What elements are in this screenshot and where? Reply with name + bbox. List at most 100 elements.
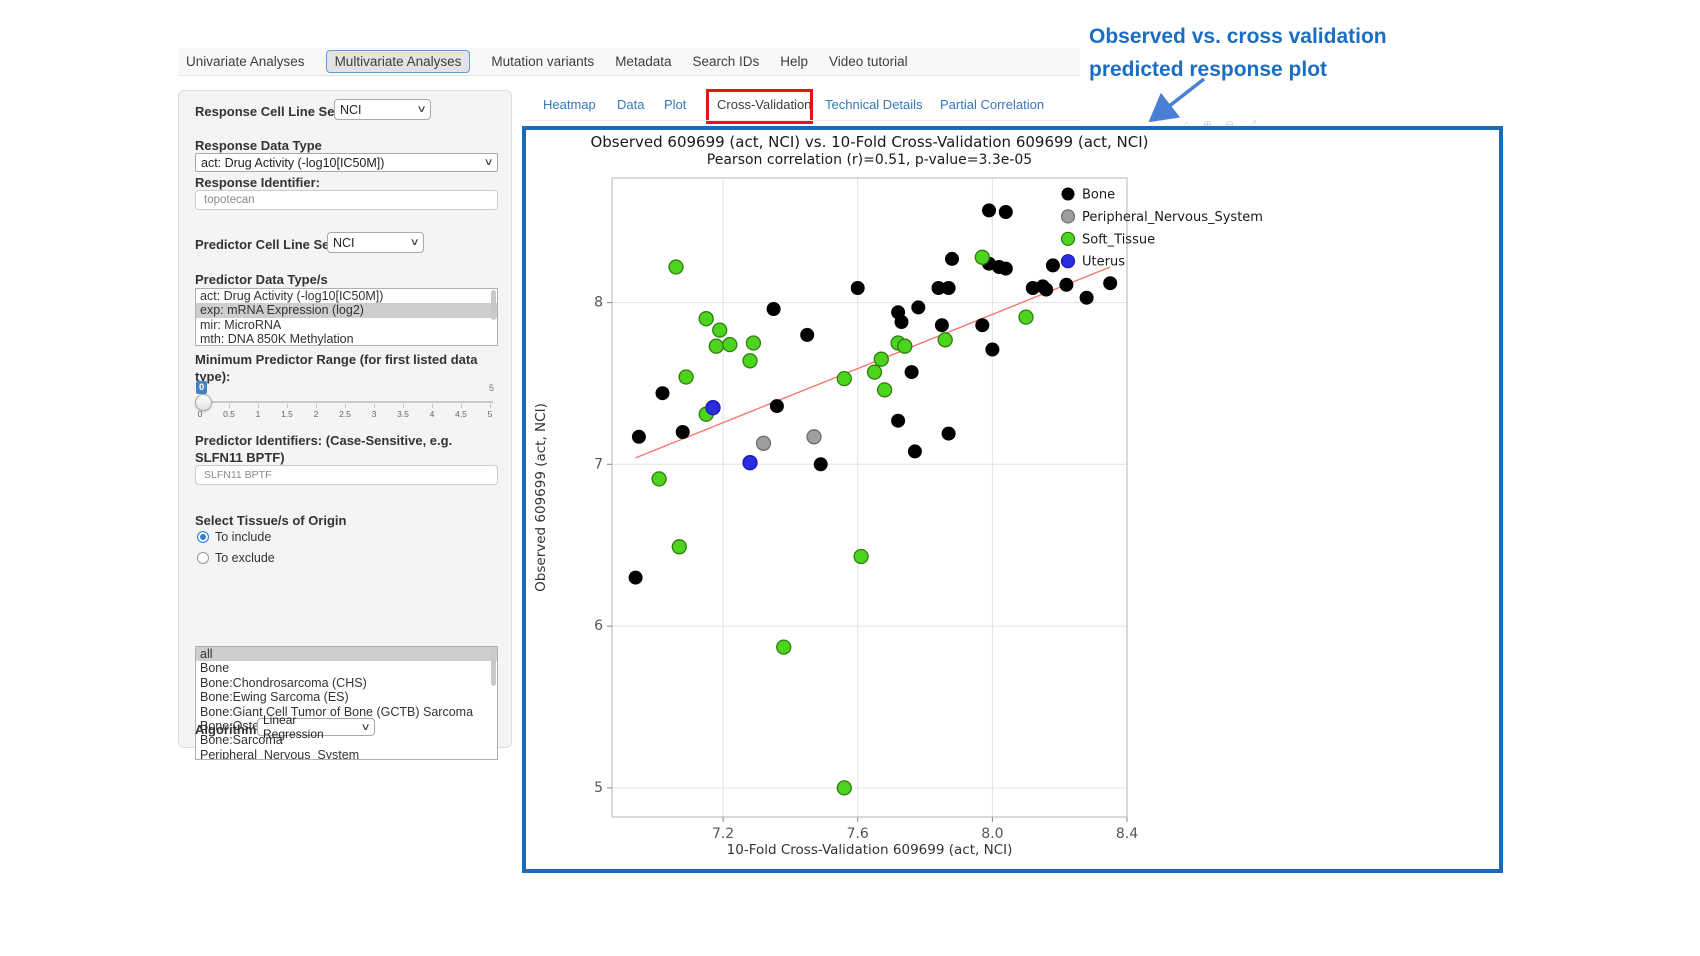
- legend-item-Peripheral_Nervous_System[interactable]: Peripheral_Nervous_System: [1060, 209, 1263, 225]
- data-point-Soft_Tissue: [853, 548, 869, 565]
- data-point-Bone: [1039, 282, 1054, 297]
- data-point-Soft_Tissue: [876, 382, 893, 398]
- scrollbar-thumb[interactable]: [491, 648, 496, 686]
- slider-tick-label: 2.5: [339, 409, 351, 419]
- legend-item-Soft_Tissue[interactable]: Soft_Tissue: [1060, 231, 1156, 247]
- data-point-Soft_Tissue: [866, 364, 883, 380]
- subtab-partial-correlation[interactable]: Partial Correlation: [940, 97, 1045, 112]
- legend-item-Bone[interactable]: Bone: [1061, 187, 1116, 203]
- nav-tab-multivariate-analyses[interactable]: Multivariate Analyses: [325, 50, 471, 73]
- legend-label: Uterus: [1082, 255, 1125, 270]
- data-point-Bone: [675, 425, 690, 439]
- data-point-Bone: [894, 315, 909, 329]
- data-point-Bone: [769, 399, 784, 414]
- response-cell-line-set-select[interactable]: NCI ∨: [334, 99, 431, 120]
- data-point-Bone: [891, 413, 906, 428]
- slider-tick-label: 1: [255, 409, 261, 419]
- tissue-origin-label: Select Tissue/s of Origin: [195, 513, 347, 528]
- algorithm-label: Algorithm: [195, 722, 257, 737]
- plotly-modebar-icons[interactable]: ⌂ ⊕ ⊖ ⤢: [1183, 119, 1262, 127]
- radio-button-icon: [197, 531, 209, 543]
- data-point-Bone: [1079, 290, 1094, 305]
- response-cell-line-set-label: Response Cell Line Set: [195, 104, 339, 119]
- slider-tick-mark: [258, 404, 259, 408]
- listbox-option[interactable]: Bone:Chondrosarcoma (CHS): [200, 675, 367, 690]
- data-point-Soft_Tissue: [698, 311, 714, 327]
- data-point-Bone: [766, 302, 781, 316]
- plot-border: [611, 177, 1128, 818]
- data-point-Bone: [1045, 258, 1060, 273]
- min-predictor-range-label: Minimum Predictor Range (for first liste…: [195, 352, 478, 384]
- nav-tab-mutation-variants[interactable]: Mutation variants: [491, 54, 595, 69]
- response-identifier-input[interactable]: topotecan: [195, 190, 498, 210]
- min-predictor-range-slider-handle[interactable]: [195, 394, 212, 411]
- slider-tick-mark: [403, 404, 404, 408]
- y-tick-label: 8: [594, 295, 603, 311]
- nav-tab-video-tutorial[interactable]: Video tutorial: [829, 54, 908, 69]
- data-point-Soft_Tissue: [836, 780, 852, 796]
- data-point-Bone: [904, 365, 919, 380]
- nav-tab-search-ids[interactable]: Search IDs: [692, 54, 760, 69]
- subtab-data[interactable]: Data: [617, 97, 645, 112]
- listbox-option[interactable]: Peripheral_Nervous_System: [200, 747, 360, 760]
- listbox-option[interactable]: Bone:Sarcoma: [200, 733, 283, 748]
- listbox-option[interactable]: Bone:Giant Cell Tumor of Bone (GCTB) Sar…: [200, 704, 474, 719]
- listbox-option[interactable]: mir: MicroRNA: [200, 317, 282, 332]
- data-point-Soft_Tissue: [668, 259, 684, 275]
- chevron-down-icon: ∨: [483, 157, 494, 168]
- data-point-Bone: [907, 444, 922, 459]
- listbox-option[interactable]: Bone: [200, 661, 230, 676]
- x-tick-label: 8.0: [981, 826, 1003, 842]
- listbox-option[interactable]: mth: DNA 850K Methylation: [200, 332, 354, 346]
- scrollbar-thumb[interactable]: [491, 290, 496, 320]
- data-point-Soft_Tissue: [708, 338, 724, 354]
- y-tick-label: 6: [594, 618, 603, 634]
- data-point-Bone: [975, 318, 990, 333]
- radio-to-include[interactable]: To include: [197, 530, 275, 544]
- listbox-option[interactable]: Bone:Ewing Sarcoma (ES): [200, 690, 349, 705]
- data-point-Bone: [998, 205, 1013, 219]
- subtab-plot[interactable]: Plot: [664, 97, 687, 112]
- slider-tick-mark: [432, 404, 433, 408]
- annotation-text: Observed vs. cross validation predicted …: [1089, 25, 1387, 81]
- slider-tick-label: 3: [371, 409, 377, 419]
- data-point-Soft_Tissue: [873, 351, 889, 367]
- nav-tab-help[interactable]: Help: [780, 54, 809, 69]
- algorithm-select[interactable]: Linear Regression ∨: [257, 713, 375, 741]
- listbox-option[interactable]: all: [196, 647, 497, 662]
- legend-item-Uterus[interactable]: Uterus: [1060, 254, 1126, 270]
- data-point-Soft_Tissue: [937, 332, 953, 348]
- legend-marker-icon: [1060, 231, 1076, 246]
- response-data-type-label: Response Data Type: [195, 138, 322, 153]
- radio-to-exclude[interactable]: To exclude: [197, 551, 275, 565]
- data-point-Bone: [945, 251, 959, 266]
- listbox-option[interactable]: exp: mRNA Expression (log2): [196, 303, 497, 318]
- data-point-Bone: [1059, 277, 1074, 292]
- data-point-Soft_Tissue: [776, 639, 792, 655]
- slider-value-badge: 0: [196, 381, 208, 394]
- slider-tick-mark: [374, 404, 375, 408]
- cross-validation-plot-panel: 7.2 7.6 8.0 8.4 5 6 7 8 Observed 609699 (act, NC…: [522, 126, 1503, 873]
- response-data-type-select[interactable]: act: Drug Activity (-log10[IC50M]) ∨: [195, 153, 498, 172]
- y-axis-label: Observed 609699 (act, NCI): [533, 403, 549, 592]
- data-point-Bone: [941, 281, 956, 295]
- data-point-Bone: [813, 457, 828, 472]
- listbox-option[interactable]: act: Drug Activity (-log10[IC50M]): [200, 289, 384, 303]
- subtab-heatmap[interactable]: Heatmap: [543, 97, 596, 112]
- nav-tab-metadata[interactable]: Metadata: [615, 54, 672, 69]
- slider-tick-label: 5: [487, 409, 493, 419]
- data-point-Soft_Tissue: [742, 353, 758, 369]
- min-predictor-range-slider-track[interactable]: [197, 401, 493, 408]
- predictor-cell-line-set-label: Predictor Cell Line Set: [195, 237, 334, 252]
- slider-max-label: 5: [489, 383, 495, 393]
- subtab-technical-details[interactable]: Technical Details: [825, 97, 923, 112]
- data-point-Bone: [631, 429, 646, 444]
- subtab-cross-validation[interactable]: Cross-Validation: [717, 97, 812, 112]
- chevron-down-icon: ∨: [360, 721, 371, 733]
- nav-tab-univariate-analyses[interactable]: Univariate Analyses: [186, 54, 305, 69]
- cross-validation-scatter-plot: 7.2 7.6 8.0 8.4 5 6 7 8 Observed 609699 (act, NC…: [533, 133, 1263, 858]
- data-point-Soft_Tissue: [712, 322, 728, 338]
- predictor-identifiers-input[interactable]: SLFN11 BPTF: [195, 465, 498, 485]
- predictor-cell-line-set-select[interactable]: NCI ∨: [327, 232, 424, 253]
